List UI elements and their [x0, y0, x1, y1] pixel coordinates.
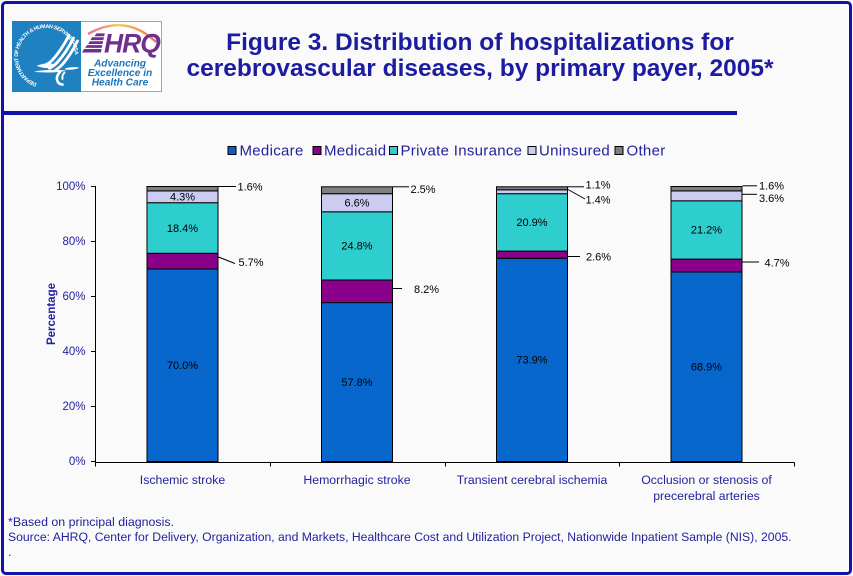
svg-text:2.5%: 2.5% — [411, 184, 436, 196]
svg-text:precerebral arteries: precerebral arteries — [653, 489, 760, 503]
svg-text:100%: 100% — [56, 181, 85, 193]
svg-text:Advancing: Advancing — [93, 58, 147, 69]
svg-text:Health Care: Health Care — [92, 78, 149, 89]
svg-text:0%: 0% — [69, 456, 86, 468]
svg-text:70.0%: 70.0% — [167, 360, 198, 372]
svg-text:6.6%: 6.6% — [344, 198, 369, 210]
svg-text:Ischemic stroke: Ischemic stroke — [140, 473, 226, 487]
svg-text:2.6%: 2.6% — [586, 252, 611, 264]
svg-text:3.6%: 3.6% — [759, 193, 784, 205]
svg-text:Uninsured: Uninsured — [539, 143, 610, 160]
svg-text:Percentage: Percentage — [46, 283, 58, 345]
svg-text:80%: 80% — [62, 236, 85, 248]
svg-text:40%: 40% — [62, 346, 85, 358]
svg-text:1.6%: 1.6% — [238, 182, 263, 194]
svg-text:1.4%: 1.4% — [586, 195, 611, 207]
svg-text:5.7%: 5.7% — [239, 257, 264, 269]
svg-text:1.1%: 1.1% — [586, 180, 611, 192]
svg-text:18.4%: 18.4% — [167, 223, 198, 235]
svg-text:21.2%: 21.2% — [691, 225, 722, 237]
svg-text:68.9%: 68.9% — [691, 362, 722, 374]
svg-text:Transient cerebral ischemia: Transient cerebral ischemia — [457, 473, 608, 487]
svg-text:HRQ: HRQ — [104, 29, 161, 59]
svg-text:57.8%: 57.8% — [341, 377, 372, 389]
svg-text:Private Insurance: Private Insurance — [401, 143, 523, 160]
svg-text:4.7%: 4.7% — [765, 258, 790, 270]
svg-text:Occlusion or stenosis of: Occlusion or stenosis of — [641, 473, 772, 487]
svg-text:Medicaid: Medicaid — [324, 143, 386, 160]
svg-text:1.6%: 1.6% — [759, 181, 784, 193]
svg-text:73.9%: 73.9% — [516, 355, 547, 367]
svg-text:60%: 60% — [62, 291, 85, 303]
svg-text:20%: 20% — [62, 401, 85, 413]
svg-text:Excellence in: Excellence in — [88, 68, 153, 79]
svg-text:20.9%: 20.9% — [516, 217, 547, 229]
svg-text:Medicare: Medicare — [240, 143, 304, 160]
svg-text:8.2%: 8.2% — [414, 284, 439, 296]
svg-text:4.3%: 4.3% — [170, 192, 195, 204]
svg-text:24.8%: 24.8% — [341, 241, 372, 253]
svg-text:Hemorrhagic stroke: Hemorrhagic stroke — [303, 473, 410, 487]
svg-text:Other: Other — [627, 143, 666, 160]
